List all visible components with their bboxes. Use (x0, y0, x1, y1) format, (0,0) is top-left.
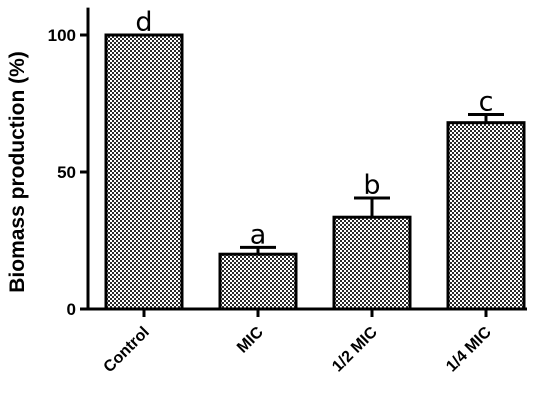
y-tick-label: 0 (67, 300, 76, 319)
bars: d a b c (104, 7, 526, 311)
bar-1-2-mic (332, 215, 412, 311)
category-label: 1/2 MIC (329, 323, 381, 375)
bar-control (104, 33, 184, 311)
y-tick-label: 100 (48, 26, 76, 45)
category-labels: Control MIC 1/2 MIC 1/4 MIC (101, 309, 495, 376)
bar-mic (218, 252, 298, 311)
category-label: Control (101, 324, 153, 376)
significance-letter: c (479, 86, 494, 117)
y-axis-label: Biomass production (%) (6, 51, 29, 293)
category-label: 1/4 MIC (443, 323, 495, 375)
category-label: MIC (234, 323, 267, 356)
bar-1-4-mic (446, 121, 526, 311)
significance-letter: a (250, 219, 267, 250)
y-axis-ticks: 0 50 100 (48, 26, 88, 319)
y-tick-label: 50 (57, 163, 76, 182)
significance-letter: d (135, 7, 152, 38)
significance-letter: b (363, 170, 380, 201)
